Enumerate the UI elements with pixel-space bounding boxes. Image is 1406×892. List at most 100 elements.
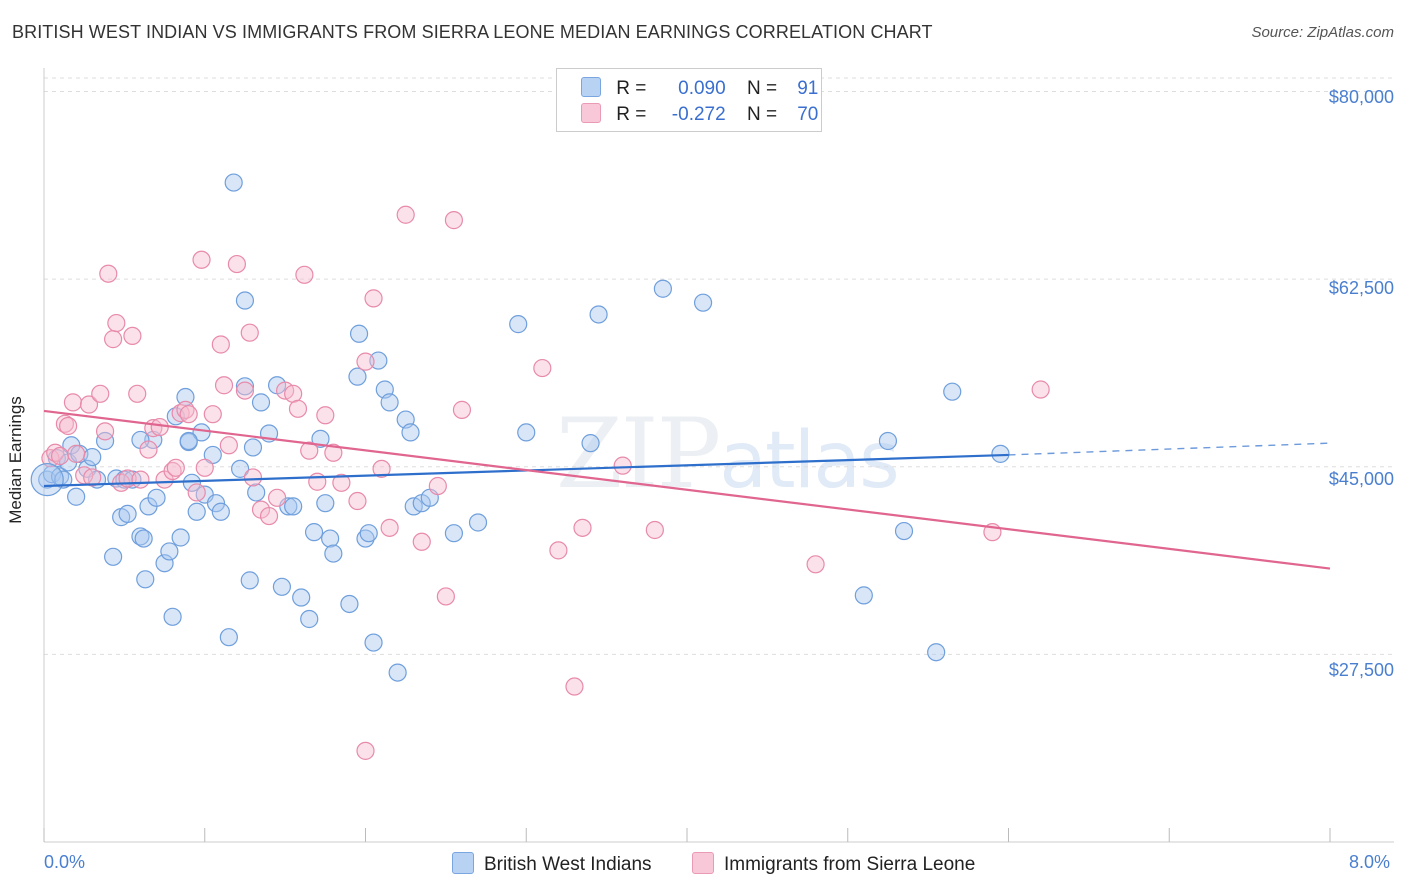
pink-swatch-icon: [581, 103, 601, 123]
sierra-leone-point: [59, 416, 78, 436]
sierra-leone-point: [139, 440, 158, 459]
sierra-leone-point: [123, 326, 142, 346]
bottom-legend-british-west-indians[interactable]: British West Indians: [452, 852, 652, 876]
correlation-legend: R = 0.090 N = 91 R = -0.272 N = 70: [556, 68, 822, 132]
sierra-leone-point: [380, 518, 399, 537]
british-west-indian-point: [83, 447, 102, 467]
british-west-indian-point: [219, 628, 238, 647]
sierra-leone-point: [295, 265, 314, 284]
sierra-leone-point: [240, 323, 259, 342]
bottom-legend-sierra-leone[interactable]: Immigrants from Sierra Leone: [692, 852, 975, 876]
british-west-indian-point: [356, 529, 375, 548]
sierra-leone-point: [356, 741, 375, 760]
british-west-indian-point: [316, 494, 335, 513]
british-west-indian-point: [224, 173, 243, 192]
sierra-leone-point: [613, 456, 632, 475]
british-west-indian-point: [247, 483, 266, 502]
british-west-indian-point: [581, 434, 600, 453]
n-value: 91: [797, 78, 819, 99]
british-west-indian-point: [878, 431, 898, 451]
british-west-indian-point: [134, 529, 153, 548]
british-west-indian-point: [211, 502, 230, 521]
sierra-leone-point: [83, 468, 102, 487]
sierra-leone-point: [316, 406, 335, 425]
british-west-indian-point: [943, 382, 962, 401]
british-west-indian-point: [243, 438, 263, 457]
n-label: N =: [746, 78, 778, 99]
sierra-leone-point: [243, 468, 263, 487]
british-west-indian-point: [95, 431, 115, 451]
sierra-leone-point: [91, 384, 110, 403]
y-tick-label: $45,000: [1328, 469, 1394, 489]
sierra-leone-point: [179, 405, 198, 424]
british-west-indian-point: [468, 513, 488, 532]
british-west-indian-point: [235, 377, 255, 396]
british-west-indian-point: [147, 488, 166, 507]
sierra-leone-point: [444, 211, 464, 230]
legend-row-british-west-indians: R = 0.090 N = 91: [581, 77, 818, 100]
british-west-indian-point: [517, 423, 536, 442]
sierra-leone-point: [50, 446, 70, 466]
sierra-leone-point: [452, 400, 472, 419]
sierra-leone-point: [396, 205, 415, 224]
british-west-indian-point: [589, 305, 608, 324]
sierra-leone-point: [104, 330, 123, 349]
sierra-leone-point: [128, 384, 147, 403]
british-west-indian-point: [203, 445, 222, 465]
sierra-leone-point: [364, 289, 383, 308]
british-west-indian-point: [321, 529, 340, 548]
sierra-leone-point: [131, 470, 150, 489]
british-west-indian-point: [171, 528, 190, 547]
sierra-leone-point: [1031, 380, 1050, 399]
sierra-leone-point: [46, 443, 65, 462]
legend-row-sierra-leone: R = -0.272 N = 70: [581, 103, 818, 126]
british-west-indian-point: [444, 524, 464, 543]
r-value: -0.272: [671, 104, 726, 125]
sierra-leone-point: [428, 476, 447, 496]
blue-swatch-icon: [452, 852, 474, 874]
british-west-indian-point: [67, 487, 86, 506]
british-west-indian-point: [104, 547, 123, 566]
british-west-indian-point: [118, 504, 137, 524]
british-west-indian-point: [272, 577, 292, 596]
british-west-indian-point: [380, 393, 399, 412]
british-west-indian-point: [235, 291, 255, 310]
r-value: 0.090: [678, 78, 726, 99]
british-west-indian-point: [324, 544, 343, 563]
british-west-indian-point: [160, 542, 179, 561]
sierra-leone-point: [150, 417, 169, 437]
sierra-leone-point: [300, 441, 319, 460]
british-west-indian-point: [991, 444, 1010, 463]
x-tick-label: 8.0%: [1349, 852, 1391, 872]
british-west-indian-point: [927, 643, 946, 662]
sierra-leone-point: [214, 376, 234, 395]
legend-label: Immigrants from Sierra Leone: [724, 854, 976, 875]
x-tick-label: 0.0%: [44, 852, 86, 872]
sierra-leone-point: [195, 458, 214, 477]
r-label: R =: [616, 78, 647, 99]
chart-title: BRITISH WEST INDIAN VS IMMIGRANTS FROM S…: [12, 22, 933, 42]
blue-swatch-icon: [581, 77, 601, 97]
y-tick-label: $27,500: [1328, 660, 1394, 680]
sierra-leone-point: [166, 458, 185, 477]
british-west-indian-point: [292, 588, 311, 607]
sierra-leone-point: [187, 483, 206, 502]
british-west-indian-point: [131, 527, 150, 546]
sierra-leone-point: [533, 358, 552, 378]
british-west-indian-point: [388, 663, 407, 682]
sierra-leone-point: [203, 405, 222, 424]
british-west-indian-point: [304, 523, 324, 542]
british-west-indian-point: [348, 367, 367, 386]
sierra-leone-point: [372, 459, 391, 478]
sierra-leone-point: [645, 520, 664, 540]
british-west-indian-point: [653, 279, 672, 298]
sierra-leone-point: [55, 414, 74, 433]
sierra-leone-point: [549, 541, 568, 560]
source-label: Source: ZipAtlas.com: [1251, 24, 1394, 41]
british-west-indian-point: [240, 571, 259, 590]
sierra-leone-point: [436, 587, 455, 606]
sierra-leone-point: [806, 555, 825, 574]
sierra-leone-point: [63, 393, 83, 412]
british-west-indian-point: [311, 429, 330, 448]
sierra-leone-point: [324, 443, 343, 462]
